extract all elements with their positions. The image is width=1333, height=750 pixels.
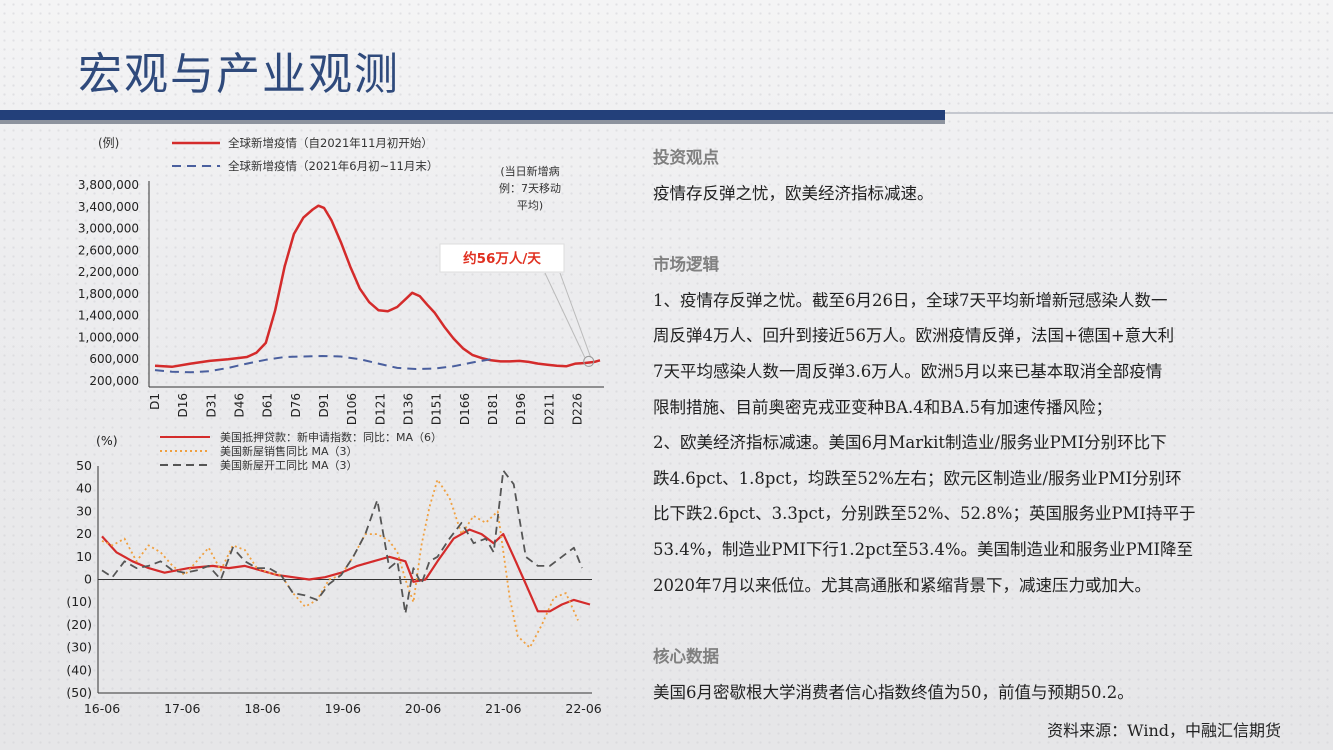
- market-logic-line: 限制措施、目前奥密克戎亚变种BA.4和BA.5有加速传播风险；: [653, 397, 1113, 417]
- market-logic-line: 2、欧美经济指标减速。美国6月Markit制造业/服务业PMI分别环比下: [653, 433, 1167, 453]
- y-tick-label: 1,000,000: [78, 330, 139, 344]
- legend-label: 美国新屋销售同比 MA（3）: [220, 444, 358, 458]
- legend-label: 美国抵押贷款：新申请指数：同比：MA（6）: [220, 430, 442, 444]
- section-title-market-logic: 市场逻辑: [653, 255, 719, 275]
- annotation-leader: [544, 272, 586, 358]
- x-tick-label: 22-06: [565, 701, 601, 716]
- y-tick-label: 2,600,000: [78, 243, 139, 257]
- legend-side-note: 平均): [517, 199, 543, 212]
- header-rule-blue: [0, 110, 945, 120]
- x-tick-label: D211: [542, 393, 556, 425]
- x-tick-label: D16: [176, 393, 190, 418]
- x-tick-label: D166: [458, 393, 472, 425]
- annotation-marker: [583, 355, 595, 367]
- x-tick-label: D196: [514, 393, 528, 425]
- market-logic-line: 周反弹4万人、回升到接近56万人。欧洲疫情反弹，法国+德国+意大利: [653, 326, 1175, 346]
- x-tick-label: D61: [261, 393, 275, 418]
- y-tick-label: 200,000: [89, 374, 139, 388]
- y-tick-label: (50): [66, 685, 92, 700]
- x-tick-label: D31: [204, 393, 218, 418]
- series-line-housing-starts: [101, 469, 583, 615]
- y-tick-label: 3,800,000: [78, 178, 139, 192]
- header-rule-thin: [945, 112, 1333, 114]
- x-tick-label: D121: [373, 393, 387, 425]
- annotation-label: 约56万人/天: [463, 250, 541, 267]
- y-tick-label: 50: [76, 458, 92, 473]
- series-line-recent: [154, 204, 601, 369]
- y-tick-label: 10: [76, 549, 92, 564]
- x-tick-label: 17-06: [164, 701, 200, 716]
- annotation-box: [439, 243, 565, 273]
- y-tick-label: (30): [66, 640, 92, 655]
- y-tick-label: 2,200,000: [78, 265, 139, 279]
- market-logic-line: 7天平均感染人数一周反弹3.6万人。欧洲5月以来已基本取消全部疫情: [653, 361, 1163, 381]
- y-tick-label: 30: [76, 503, 92, 518]
- x-tick-label: D46: [232, 393, 246, 418]
- x-tick-label: D136: [401, 393, 415, 425]
- series-line-new-home-sales: [101, 478, 579, 649]
- x-tick-label: D106: [345, 393, 359, 425]
- series-line-mortgage: [101, 528, 591, 613]
- y-unit-label: (%): [96, 433, 118, 448]
- y-tick-label: 3,000,000: [78, 222, 139, 236]
- legend-label: 全球新增疫情（自2021年11月初开始）: [228, 136, 433, 150]
- market-logic-line: 1、疫情存反弹之忧。截至6月26日，全球7天平均新增新冠感染人数一: [653, 290, 1168, 310]
- y-tick-label: 1,400,000: [78, 309, 139, 323]
- x-tick-label: 16-06: [84, 701, 120, 716]
- x-tick-label: 19-06: [325, 701, 361, 716]
- header-rule-gray: [0, 120, 945, 124]
- x-tick-label: D91: [317, 393, 331, 418]
- y-tick-label: 0: [84, 572, 92, 587]
- series-line-earlier: [154, 355, 492, 374]
- y-tick-label: 3,400,000: [78, 200, 139, 214]
- x-tick-label: 18-06: [244, 701, 280, 716]
- core-data-text: 美国6月密歇根大学消费者信心指数终值为50，前值与预期50.2。: [653, 682, 1134, 702]
- y-tick-label: 600,000: [89, 352, 139, 366]
- market-logic-line: 跌4.6pct、1.8pct，均跌至52%左右；欧元区制造业/服务业PMI分别环: [653, 468, 1182, 488]
- annotation-leader: [559, 272, 592, 358]
- section-title-core-data: 核心数据: [653, 647, 719, 667]
- y-tick-label: 1,800,000: [78, 287, 139, 301]
- covid-cases-chart: (例) 全球新增疫情（自2021年11月初开始） 全球新增疫情（2021年6月初~1…: [78, 136, 604, 425]
- market-logic-line: 比下跌2.6pct、3.3pct，分别跌至52%、52.8%；英国服务业PMI持…: [653, 504, 1196, 524]
- x-tick-label: D76: [289, 393, 303, 418]
- source-note: 资料来源：Wind，中融汇信期货: [1047, 721, 1281, 740]
- y-unit-label: (例): [98, 136, 119, 150]
- y-tick-label: 40: [76, 481, 92, 496]
- legend-label: 美国新屋开工同比 MA（3）: [220, 458, 358, 472]
- y-tick-label: 20: [76, 526, 92, 541]
- x-tick-label: 21-06: [485, 701, 521, 716]
- y-tick-label: (20): [66, 617, 92, 632]
- legend-label: 全球新增疫情（2021年6月初~11月末）: [228, 159, 438, 173]
- section-title-investment-view: 投资观点: [653, 148, 719, 167]
- x-tick-label: 20-06: [405, 701, 441, 716]
- investment-view-text: 疫情存反弹之忧，欧美经济指标减速。: [653, 183, 934, 203]
- legend-side-note: 例：7天移动: [499, 181, 561, 195]
- market-logic-line: 53.4%，制造业PMI下行1.2pct至53.4%。美国制造业和服务业PMI降…: [653, 539, 1194, 559]
- page-title: 宏观与产业观测: [78, 49, 400, 100]
- y-tick-label: (40): [66, 662, 92, 677]
- market-logic-line: 2020年7月以来低位。尤其高通胀和紧缩背景下，减速压力或加大。: [653, 575, 1151, 595]
- x-tick-label: D181: [486, 393, 500, 425]
- x-tick-label: D1: [148, 393, 162, 410]
- market-logic-text: 1、疫情存反弹之忧。截至6月26日，全球7天平均新增新冠感染人数一 周反弹4万人…: [653, 283, 1253, 603]
- legend-side-note: (当日新增病: [500, 164, 559, 178]
- x-tick-label: D151: [430, 393, 444, 425]
- y-tick-label: (10): [66, 594, 92, 609]
- commentary-panel: 投资观点 疫情存反弹之忧，欧美经济指标减速。 市场逻辑 1、疫情存反弹之忧。截至…: [653, 140, 1253, 710]
- us-housing-chart: (%) 美国抵押贷款：新申请指数：同比：MA（6）美国新屋销售同比 MA（3）美国…: [66, 430, 601, 716]
- x-tick-label: D226: [570, 393, 584, 425]
